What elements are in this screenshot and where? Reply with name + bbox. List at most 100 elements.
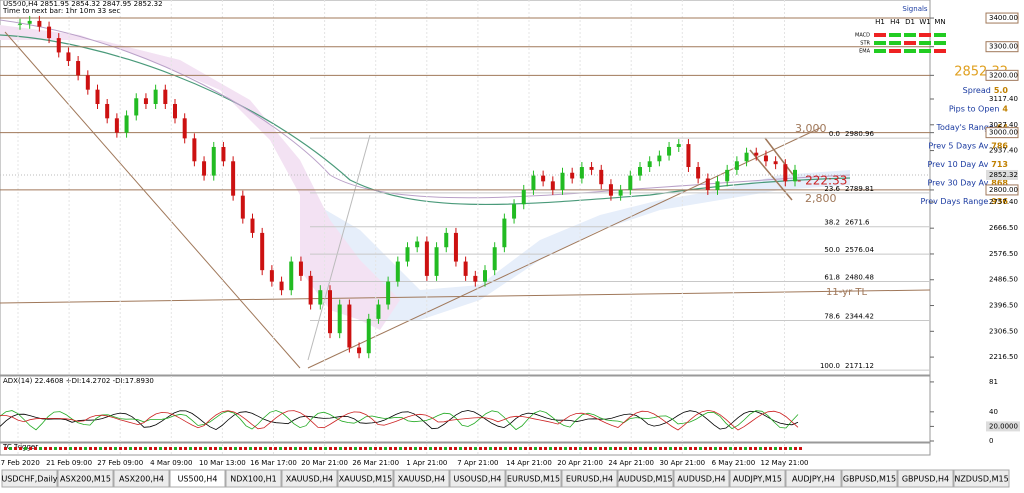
trigger-dot — [344, 447, 347, 450]
candle — [657, 155, 662, 162]
tab[interactable]: AUDJPY,H4 — [785, 469, 842, 488]
y-tick-label: 3117.40 — [989, 95, 1018, 103]
y-tick-label: 2757.40 — [989, 198, 1018, 206]
moving-average — [0, 34, 851, 205]
trigger-dot — [659, 447, 662, 450]
tab-label: EURUSD,H4 — [566, 475, 613, 484]
trigger-dot — [509, 447, 512, 450]
tab[interactable]: ASX200,H4 — [113, 469, 170, 488]
candle — [589, 167, 594, 170]
trigger-dot — [214, 447, 217, 450]
tab[interactable]: US500,H4 — [169, 469, 226, 488]
bar-timer: Time to next bar: 1hr 10m 33 sec — [2, 7, 120, 15]
trigger-dot — [4, 447, 7, 450]
fib-ratio: 61.8 — [824, 273, 840, 281]
level-box — [985, 12, 1019, 24]
candle — [579, 167, 584, 179]
x-tick-label: 30 Apr 21:00 — [659, 459, 705, 467]
signal-column: W1 — [919, 18, 930, 26]
tab[interactable]: EURUSD,H4 — [561, 469, 618, 488]
signal-cell — [874, 41, 886, 45]
trigger-dot — [54, 447, 57, 450]
signal-column: MN — [934, 18, 945, 26]
trigger-dot — [104, 447, 107, 450]
tab[interactable]: XAUUSD,H4 — [281, 469, 338, 488]
candle — [173, 103, 177, 119]
fib-ratio: 23.6 — [824, 185, 840, 193]
trigger-dot — [59, 447, 62, 450]
tab-label: USOUSD,H4 — [454, 475, 502, 484]
fib-ratio: 78.6 — [824, 312, 840, 320]
tab[interactable]: NZDUSD,M15 — [953, 469, 1010, 488]
tab[interactable]: AUDUSD,M15 — [617, 469, 674, 488]
x-tick-label: 20 Apr 21:00 — [557, 459, 603, 467]
trigger-dot — [714, 447, 717, 450]
trigger-dot — [314, 447, 317, 450]
trigger-dot — [34, 447, 37, 450]
trigger-dot — [549, 447, 552, 450]
tab-box — [57, 469, 114, 488]
y-tick-label: 3300.00 — [989, 43, 1018, 51]
trend-line — [307, 127, 821, 369]
tab[interactable]: ASX200,M15 — [57, 469, 114, 488]
y-tick-label: 2800.00 — [989, 186, 1018, 194]
trigger-dot — [319, 447, 322, 450]
tab[interactable]: AUDUSD,H4 — [673, 469, 730, 488]
signal-cell — [919, 41, 931, 45]
tab[interactable]: EURUSD,M15 — [505, 469, 562, 488]
trigger-dot — [79, 447, 82, 450]
indicator-label: ADX(14) 22.4608 +DI:14.2702 -DI:17.8930 — [3, 377, 154, 385]
info-line: Prev 30 Day Av 868 — [928, 178, 1009, 187]
trigger-dot — [739, 447, 742, 450]
info-label: Spread — [963, 86, 991, 95]
trigger-dot — [779, 447, 782, 450]
candle — [37, 20, 42, 27]
trigger-dot — [414, 447, 417, 450]
info-label: Prev Days Range — [920, 197, 988, 206]
tab[interactable]: XAUUSD,H4 — [393, 469, 450, 488]
trigger-dot — [484, 447, 487, 450]
trigger-dot — [679, 447, 682, 450]
candle — [163, 89, 168, 104]
tab[interactable]: USOUSD,H4 — [449, 469, 506, 488]
candle — [221, 146, 226, 162]
trigger-dot — [599, 447, 602, 450]
tab-box — [393, 469, 450, 488]
candle — [628, 175, 633, 190]
tab[interactable]: XAUUSD,M15 — [337, 469, 394, 488]
fib-price: 2671.6 — [845, 219, 870, 227]
signal-cell — [934, 33, 946, 37]
candle — [783, 164, 788, 182]
tab-box — [673, 469, 730, 488]
trigger-dot — [629, 447, 632, 450]
tab-label: XAUUSD,H4 — [286, 475, 334, 484]
trigger-dot — [419, 447, 422, 450]
y-tick-label: 40 — [989, 408, 998, 416]
tab-label: AUDJPY,M15 — [733, 475, 782, 484]
tab-label: ASX200,M15 — [60, 475, 111, 484]
trigger-dot — [514, 447, 517, 450]
trigger-dot — [424, 447, 427, 450]
tab-box — [337, 469, 394, 488]
trigger-dot — [724, 447, 727, 450]
tab[interactable]: USDCHF,Daily — [1, 469, 58, 488]
signal-column: H4 — [890, 18, 900, 26]
signal-cell — [904, 33, 916, 37]
tab[interactable]: GBPUSD,M15 — [841, 469, 898, 488]
trigger-dot — [594, 447, 597, 450]
y-tick-label: 2486.50 — [989, 276, 1018, 284]
tab[interactable]: GBPUSD,H4 — [897, 469, 954, 488]
y-tick-label: 3200.00 — [989, 71, 1018, 79]
trigger-dot — [524, 447, 527, 450]
trigger-dot — [269, 447, 272, 450]
candle — [202, 161, 207, 176]
tab[interactable]: NDX100,H1 — [225, 469, 282, 488]
candle — [599, 169, 604, 185]
y-tick-label: 2666.50 — [989, 224, 1018, 232]
trigger-dot — [474, 447, 477, 450]
tab[interactable]: AUDJPY,M15 — [729, 469, 786, 488]
candle — [676, 144, 681, 147]
trigger-dot — [109, 447, 112, 450]
x-tick-label: 24 Apr 21:00 — [608, 459, 654, 467]
info-value: 868 — [991, 178, 1008, 187]
